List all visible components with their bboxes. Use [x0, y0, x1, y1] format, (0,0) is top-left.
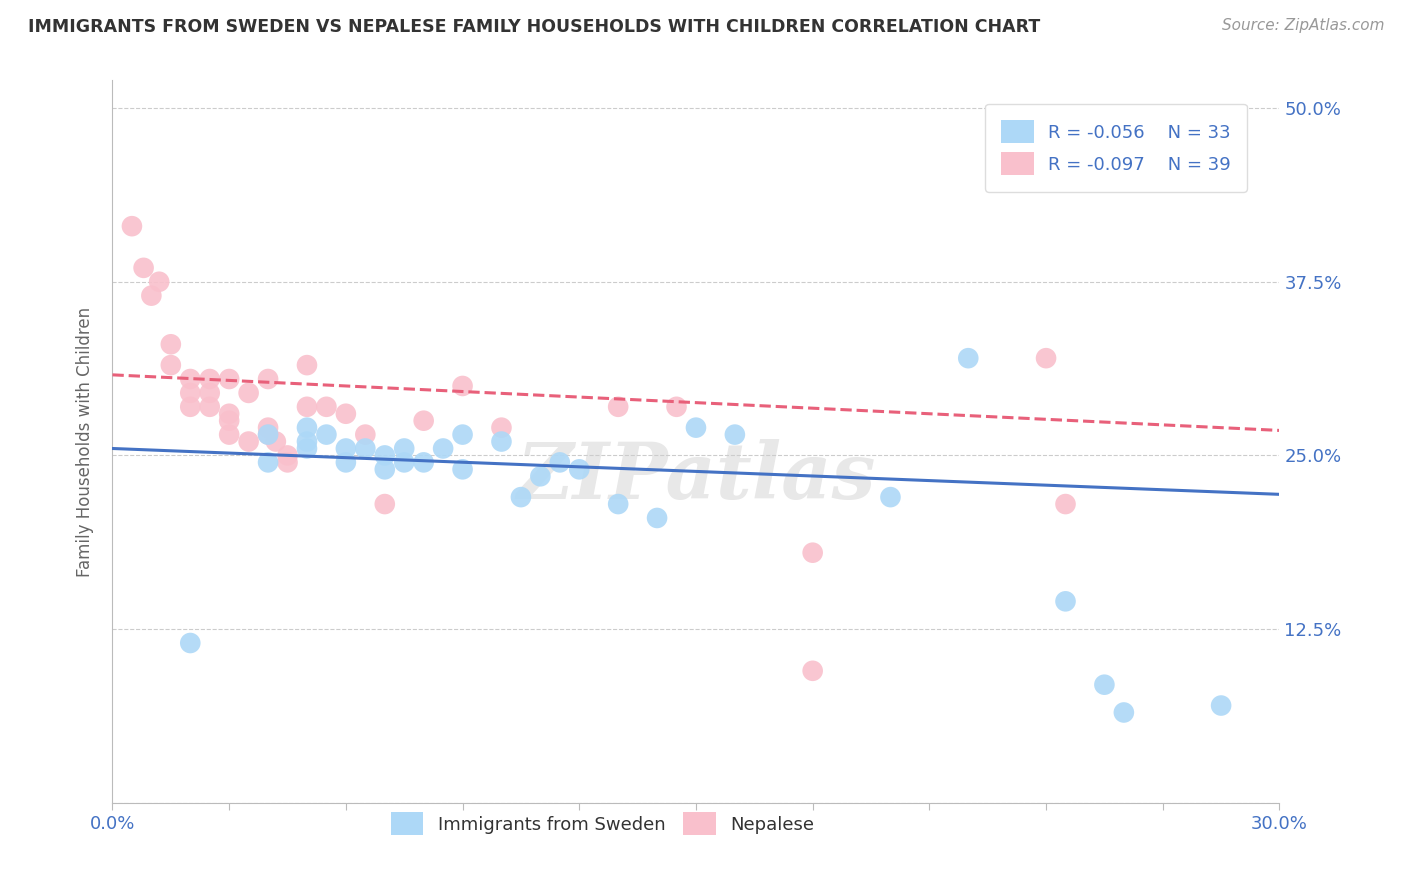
Point — [257, 427, 280, 442]
Point — [957, 351, 980, 366]
Point — [218, 427, 240, 442]
Point — [607, 497, 630, 511]
Point — [801, 664, 824, 678]
Point — [374, 462, 396, 476]
Text: Source: ZipAtlas.com: Source: ZipAtlas.com — [1222, 18, 1385, 33]
Point — [412, 414, 434, 428]
Point — [160, 358, 183, 372]
Point — [529, 469, 551, 483]
Point — [451, 462, 474, 476]
Point — [1209, 698, 1232, 713]
Point — [160, 337, 183, 351]
Point — [257, 372, 280, 386]
Point — [354, 442, 377, 456]
Point — [491, 420, 513, 434]
Point — [132, 260, 155, 275]
Point — [264, 434, 287, 449]
Point — [315, 400, 337, 414]
Point — [335, 407, 357, 421]
Point — [257, 420, 280, 434]
Point — [276, 449, 298, 463]
Point — [1112, 706, 1135, 720]
Point — [548, 455, 571, 469]
Point — [1035, 351, 1057, 366]
Point — [724, 427, 747, 442]
Point — [218, 414, 240, 428]
Point — [198, 385, 221, 400]
Point — [374, 449, 396, 463]
Point — [568, 462, 591, 476]
Point — [879, 490, 901, 504]
Point — [607, 400, 630, 414]
Point — [1094, 678, 1116, 692]
Legend: Immigrants from Sweden, Nepalese: Immigrants from Sweden, Nepalese — [382, 803, 824, 845]
Point — [1054, 497, 1077, 511]
Point — [257, 427, 280, 442]
Point — [354, 427, 377, 442]
Point — [198, 400, 221, 414]
Point — [179, 636, 201, 650]
Point — [491, 434, 513, 449]
Point — [295, 434, 318, 449]
Point — [451, 379, 474, 393]
Point — [374, 497, 396, 511]
Point — [295, 400, 318, 414]
Point — [665, 400, 688, 414]
Point — [394, 455, 416, 469]
Point — [295, 420, 318, 434]
Point — [645, 511, 668, 525]
Point — [121, 219, 143, 234]
Point — [179, 400, 201, 414]
Point — [218, 407, 240, 421]
Point — [276, 455, 298, 469]
Point — [335, 442, 357, 456]
Point — [315, 427, 337, 442]
Point — [238, 434, 260, 449]
Point — [412, 455, 434, 469]
Point — [509, 490, 531, 504]
Point — [1054, 594, 1077, 608]
Point — [238, 385, 260, 400]
Point — [801, 546, 824, 560]
Point — [685, 420, 707, 434]
Point — [295, 442, 318, 456]
Point — [148, 275, 170, 289]
Point — [295, 358, 318, 372]
Point — [179, 372, 201, 386]
Point — [141, 288, 163, 302]
Point — [179, 385, 201, 400]
Point — [198, 372, 221, 386]
Point — [218, 372, 240, 386]
Text: IMMIGRANTS FROM SWEDEN VS NEPALESE FAMILY HOUSEHOLDS WITH CHILDREN CORRELATION C: IMMIGRANTS FROM SWEDEN VS NEPALESE FAMIL… — [28, 18, 1040, 36]
Point — [257, 455, 280, 469]
Y-axis label: Family Households with Children: Family Households with Children — [76, 307, 94, 576]
Point — [335, 455, 357, 469]
Text: ZIPatlas: ZIPatlas — [516, 440, 876, 516]
Point — [451, 427, 474, 442]
Point — [394, 442, 416, 456]
Point — [432, 442, 454, 456]
